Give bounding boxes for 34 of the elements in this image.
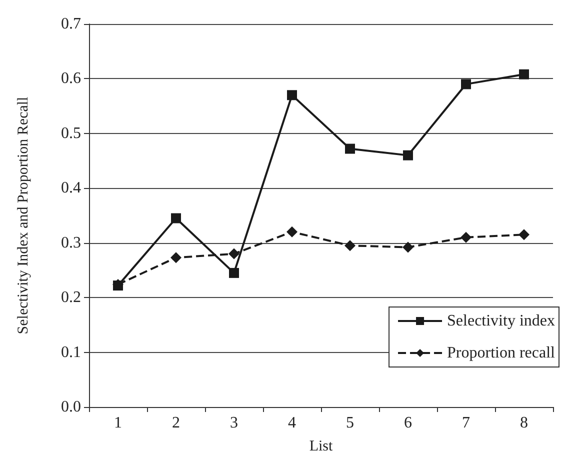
point <box>171 213 181 224</box>
y-tick-label: 0.7 <box>61 16 81 32</box>
legend-label: Proportion recall <box>447 344 556 362</box>
point <box>345 144 355 154</box>
y-axis-title: Selectivity Index and Proportion Recall <box>16 96 32 334</box>
point <box>519 69 529 80</box>
y-tick-label: 0.3 <box>61 234 81 252</box>
point <box>228 248 240 260</box>
x-tick-label: 2 <box>172 414 180 432</box>
point <box>229 268 239 278</box>
x-tick-label: 5 <box>346 414 354 432</box>
legend-label: Selectivity index <box>447 312 556 330</box>
x-tick-label: 7 <box>462 414 470 432</box>
y-tick-label: 0.6 <box>61 70 81 88</box>
x-tick-label: 8 <box>520 414 528 432</box>
y-tick-label: 0.2 <box>61 289 81 306</box>
y-tick-label: 0.1 <box>61 344 81 361</box>
y-tick-label: 0.5 <box>61 124 81 142</box>
x-tick-label: 1 <box>114 414 122 432</box>
point <box>286 226 298 238</box>
point <box>403 150 413 160</box>
x-tick-label: 6 <box>404 414 412 432</box>
point <box>460 232 472 243</box>
point <box>402 242 414 253</box>
point <box>287 90 297 100</box>
point <box>518 229 530 240</box>
point <box>461 79 471 90</box>
point <box>344 240 356 252</box>
x-tick-label: 3 <box>230 414 238 432</box>
y-tick-label: 0.4 <box>61 180 81 197</box>
x-axis-title: List <box>309 438 334 454</box>
point <box>170 252 182 264</box>
y-tick-label: 0.0 <box>61 398 81 416</box>
x-tick-label: 4 <box>288 414 296 432</box>
